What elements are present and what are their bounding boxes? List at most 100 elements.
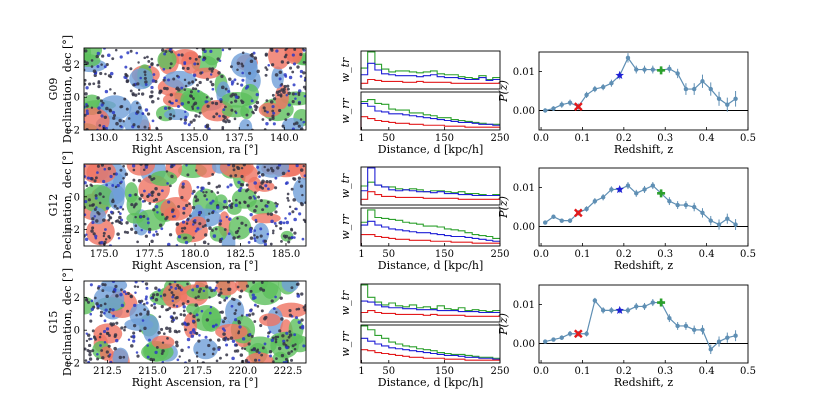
sky-point — [260, 181, 264, 185]
sky-point — [91, 349, 95, 353]
pz-ylabel: P(z) — [497, 196, 510, 219]
sky-point — [169, 113, 173, 116]
sky-point — [218, 114, 221, 118]
sky-point — [146, 55, 149, 59]
sky-point — [91, 220, 95, 225]
sky-point — [231, 356, 235, 361]
sky-point — [288, 205, 292, 209]
sky-point — [246, 124, 249, 127]
sky-point — [258, 185, 263, 189]
sky-point — [271, 114, 275, 118]
sky-point — [85, 109, 89, 113]
sky-point — [295, 121, 299, 125]
pz-point — [675, 202, 680, 208]
redshift-xtick-label: 0.1 — [575, 366, 591, 377]
sky-point — [130, 202, 134, 207]
wtr-ylabel: w_tr — [339, 57, 352, 82]
sky-point — [100, 99, 103, 103]
sky-point — [160, 352, 164, 355]
wtr-frame — [360, 166, 501, 206]
sky-xtick-label: 217.5 — [183, 366, 212, 377]
sky-point — [165, 170, 169, 173]
sky-point — [221, 127, 225, 130]
sky-point — [143, 70, 147, 74]
sky-point — [284, 53, 288, 57]
sky-point — [141, 319, 145, 322]
sky-point — [84, 222, 87, 226]
sky-point — [85, 297, 89, 301]
sky-point — [136, 82, 140, 86]
sky-point — [295, 164, 299, 168]
sky-point — [300, 326, 305, 330]
sky-region — [215, 281, 238, 296]
sky-point — [266, 110, 269, 114]
pz-point — [567, 100, 573, 105]
sky-point — [183, 88, 187, 91]
sky-point — [132, 178, 136, 182]
sky-point — [247, 313, 252, 317]
sky-point — [245, 189, 248, 193]
sky-point — [199, 287, 202, 291]
sky-point — [91, 217, 95, 221]
sky-point — [189, 90, 193, 94]
sky-point — [191, 319, 195, 323]
sky-point — [123, 328, 126, 332]
sky-point — [182, 211, 186, 215]
sky-point — [210, 289, 214, 293]
sky-point — [217, 348, 221, 352]
sky-point — [123, 97, 127, 101]
sky-point — [298, 212, 302, 216]
sky-point — [156, 97, 160, 100]
sky-point — [181, 66, 185, 70]
sky-point — [89, 283, 93, 287]
sky-point — [180, 102, 184, 106]
sky-point — [249, 236, 254, 240]
sky-point — [275, 311, 278, 314]
sky-point — [186, 173, 190, 177]
sky-point — [237, 319, 241, 323]
sky-point — [191, 329, 195, 332]
sky-point — [92, 232, 96, 236]
row-g09: 130.0 132.5 135.0 137.5 140.0 −2 0 2 Right Ascen… — [47, 35, 756, 156]
pz-point — [592, 86, 598, 92]
blue-star-marker — [615, 70, 624, 80]
sky-point — [118, 215, 122, 220]
sky-point — [180, 195, 184, 200]
sky-point — [150, 239, 154, 244]
sky-point — [212, 288, 216, 292]
field-label: G09 — [47, 78, 60, 101]
sky-point — [114, 284, 118, 288]
sky-point — [180, 86, 184, 90]
sky-point — [293, 48, 297, 51]
sky-point — [287, 103, 291, 107]
sky-point — [97, 85, 101, 89]
sky-point — [137, 92, 141, 96]
sky-point — [186, 322, 190, 326]
sky-point — [95, 206, 98, 209]
wrr-series-blue — [360, 220, 500, 246]
sky-point — [116, 232, 120, 236]
sky-point — [225, 353, 229, 357]
sky-point — [239, 186, 243, 190]
sky-point — [102, 124, 106, 129]
sky-point — [304, 78, 306, 82]
sky-point — [237, 180, 241, 185]
sky-point — [105, 327, 110, 331]
sky-point — [146, 221, 150, 225]
sky-point — [126, 51, 130, 55]
sky-point — [194, 57, 198, 61]
sky-point — [251, 54, 254, 58]
pz-point — [650, 183, 656, 188]
sky-point — [280, 239, 283, 243]
sky-point — [104, 89, 109, 94]
sky-point — [272, 122, 276, 126]
sky-point — [177, 205, 181, 209]
sky-point — [194, 78, 198, 82]
pz-point — [642, 304, 647, 309]
sky-point — [120, 288, 123, 292]
sky-point — [150, 296, 153, 300]
sky-point — [196, 83, 199, 87]
redshift-xtick-label: 0.0 — [533, 366, 549, 377]
sky-point — [189, 120, 193, 124]
